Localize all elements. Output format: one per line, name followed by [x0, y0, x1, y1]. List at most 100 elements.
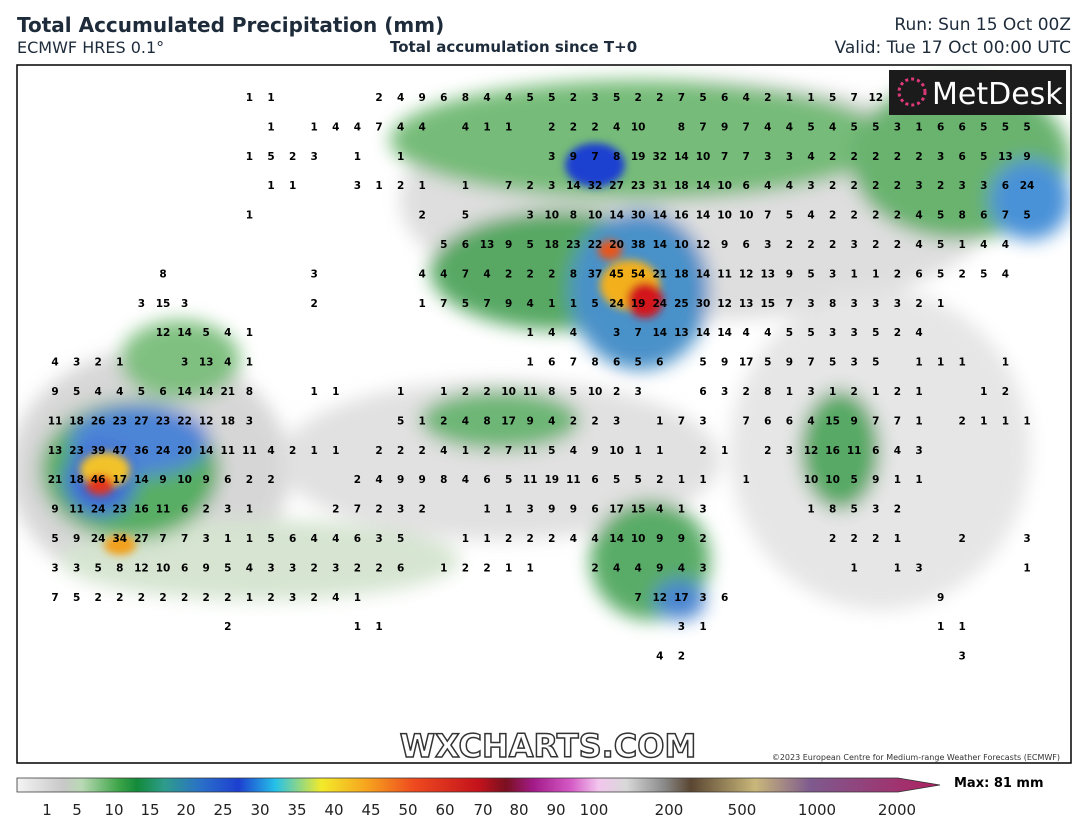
grid-value: 7 [721, 151, 728, 163]
grid-value: 4 [764, 180, 771, 192]
grid-value: 5 [505, 474, 512, 486]
grid-value: 2 [894, 180, 901, 192]
grid-value: 3 [375, 533, 382, 545]
grid-value: 2 [894, 268, 901, 280]
grid-value: 1 [743, 474, 750, 486]
colorbar-label: 60 [435, 801, 454, 819]
grid-value: 4 [267, 445, 274, 457]
grid-value: 1 [656, 445, 663, 457]
grid-value: 21 [48, 474, 63, 486]
grid-value: 1 [1023, 415, 1030, 427]
grid-value: 6 [764, 415, 771, 427]
grid-value: 7 [570, 357, 577, 369]
grid-value: 1 [527, 327, 534, 339]
grid-value: 2 [937, 180, 944, 192]
grid-value: 3 [289, 562, 296, 574]
grid-value: 13 [674, 327, 689, 339]
grid-value: 1 [959, 357, 966, 369]
grid-value: 6 [462, 239, 469, 251]
grid-value: 1 [332, 445, 339, 457]
grid-value: 1 [548, 298, 555, 310]
grid-value: 1 [116, 357, 123, 369]
grid-value: 6 [613, 357, 620, 369]
grid-value: 9 [1023, 151, 1030, 163]
grid-value: 5 [851, 474, 858, 486]
grid-value: 1 [483, 533, 490, 545]
grid-value: 16 [674, 210, 689, 222]
colorbar-label: 15 [140, 801, 159, 819]
grid-value: 25 [674, 298, 689, 310]
grid-value: 4 [915, 239, 922, 251]
grid-value: 16 [825, 445, 840, 457]
grid-value: 19 [544, 474, 559, 486]
grid-value: 2 [354, 474, 361, 486]
grid-value: 3 [527, 504, 534, 516]
grid-value: 27 [134, 415, 149, 427]
grid-value: 5 [635, 474, 642, 486]
grid-value: 2 [699, 533, 706, 545]
grid-value: 1 [311, 386, 318, 398]
grid-value: 1 [915, 474, 922, 486]
grid-value: 4 [764, 121, 771, 133]
grid-value: 2 [591, 562, 598, 574]
grid-value: 4 [743, 92, 750, 104]
grid-value: 2 [635, 92, 642, 104]
grid-value: 2 [829, 180, 836, 192]
grid-value: 5 [1002, 121, 1009, 133]
grid-value: 1 [375, 621, 382, 633]
grid-value: 5 [462, 210, 469, 222]
grid-value: 1 [980, 415, 987, 427]
grid-value: 18 [220, 415, 235, 427]
grid-value: 2 [764, 445, 771, 457]
grid-value: 12 [652, 592, 667, 604]
grid-value: 4 [332, 592, 339, 604]
grid-value: 14 [177, 386, 192, 398]
grid-value: 2 [483, 445, 490, 457]
grid-value: 7 [591, 151, 598, 163]
grid-value: 5 [51, 533, 58, 545]
grid-value: 2 [807, 239, 814, 251]
grid-value: 10 [501, 386, 516, 398]
grid-value: 10 [717, 180, 732, 192]
grid-value: 7 [872, 415, 879, 427]
grid-value: 3 [527, 210, 534, 222]
colorbar-label: 35 [287, 801, 306, 819]
grid-value: 2 [138, 592, 145, 604]
grid-value: 1 [375, 180, 382, 192]
grid-value: 3 [915, 445, 922, 457]
grid-value: 1 [937, 357, 944, 369]
grid-value: 4 [548, 415, 555, 427]
grid-value: 6 [397, 562, 404, 574]
grid-value: 3 [764, 239, 771, 251]
grid-value: 4 [419, 268, 426, 280]
grid-value: 4 [656, 651, 663, 663]
value-grid: 1 1 2 4 9 6 8 4 4 5 5 2 3 5 2 2 7 5 6 4 2 1 1 5 7 121 1 4 4 7 4 4 4 1 1 2 2 2… [48, 92, 1035, 663]
grid-value: 2 [483, 562, 490, 574]
grid-value: 2 [375, 504, 382, 516]
grid-value: 9 [419, 92, 426, 104]
grid-value: 10 [696, 151, 711, 163]
grid-value: 2 [95, 357, 102, 369]
grid-value: 22 [177, 415, 192, 427]
grid-value: 3 [548, 151, 555, 163]
grid-value: 9 [570, 151, 577, 163]
grid-value: 14 [199, 386, 214, 398]
grid-value: 1 [419, 298, 426, 310]
grid-value: 9 [937, 592, 944, 604]
grid-value: 4 [807, 415, 814, 427]
grid-value: 5 [937, 268, 944, 280]
grid-value: 5 [440, 239, 447, 251]
grid-value: 4 [1002, 268, 1009, 280]
grid-value: 3 [332, 562, 339, 574]
grid-value: 21 [652, 268, 667, 280]
grid-value: 4 [829, 121, 836, 133]
grid-value: 2 [829, 533, 836, 545]
grid-value: 1 [915, 121, 922, 133]
grid-value: 9 [505, 298, 512, 310]
grid-value: 4 [635, 562, 642, 574]
grid-value: 15 [825, 415, 840, 427]
grid-value: 5 [807, 327, 814, 339]
grid-value: 1 [959, 621, 966, 633]
grid-value: 2 [181, 592, 188, 604]
grid-value: 2 [548, 533, 555, 545]
